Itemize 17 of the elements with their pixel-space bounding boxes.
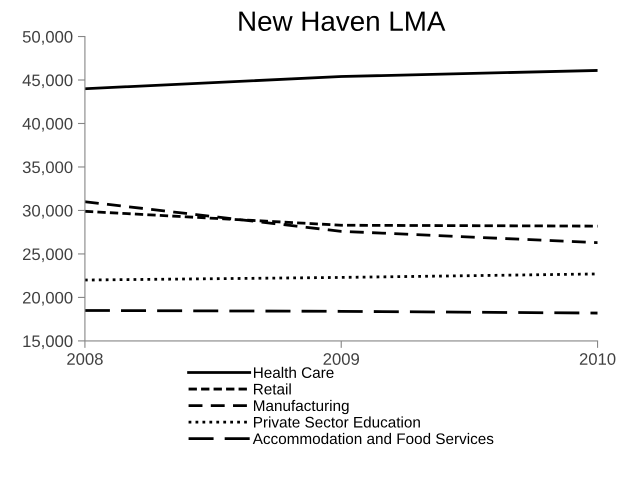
x-tick-label: 2010 xyxy=(580,353,616,365)
y-tick-label: 30,000 xyxy=(22,204,72,219)
x-tick-label: 2008 xyxy=(67,353,103,365)
y-tick-label: 40,000 xyxy=(22,118,72,132)
legend-label: Retail xyxy=(254,383,291,395)
y-tick-label: 35,000 xyxy=(22,161,72,176)
y-tick-label: 15,000 xyxy=(23,335,72,350)
y-tick-label: 25,000 xyxy=(22,248,72,262)
y-tick-label: 20,000 xyxy=(22,292,72,306)
legend-label: Health Care xyxy=(254,366,334,378)
y-tick-label: 50,000 xyxy=(22,30,72,45)
legend-label: Private Sector Education xyxy=(254,416,420,428)
y-tick-label: 45,000 xyxy=(22,74,72,88)
legend-label: Accommodation and Food Services xyxy=(252,432,494,444)
chart-title: New Haven LMA xyxy=(239,12,446,32)
x-tick-label: 2009 xyxy=(324,353,359,365)
legend-label: Manufacturing xyxy=(254,400,349,414)
